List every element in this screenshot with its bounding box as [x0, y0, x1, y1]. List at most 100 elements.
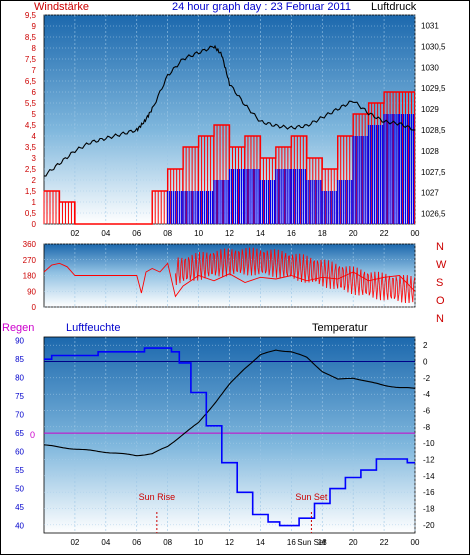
sun-rise-label: Sun Rise: [139, 492, 176, 502]
humidity-grid: [44, 337, 416, 533]
direction-spike: [251, 260, 253, 276]
direction-spike: [191, 254, 194, 263]
x-tick-label: 16: [287, 229, 296, 238]
x-tick-label: 14: [256, 229, 265, 238]
direction-spike: [249, 247, 251, 262]
direction-spike: [398, 275, 401, 295]
direction-spike: [287, 256, 289, 277]
direction-spike: [274, 249, 276, 263]
compass-label: O: [436, 295, 445, 307]
direction-spike: [354, 279, 357, 296]
x-tick-label: 22: [380, 538, 389, 547]
humidity-tick-label: 75: [15, 392, 24, 401]
pressure-tick-label: 1028,5: [421, 126, 446, 135]
direction-spike: [369, 272, 372, 293]
temperature-tick-label: -16: [423, 488, 435, 497]
wind-tick-label: 8,5: [25, 33, 37, 42]
direction-spike: [239, 269, 242, 273]
x-tick-label: 10: [194, 229, 203, 238]
direction-spike: [331, 261, 334, 280]
direction-spike: [367, 273, 369, 276]
direction-spike: [296, 262, 299, 281]
direction-spike: [372, 289, 375, 298]
direction-spike: [289, 255, 291, 277]
temperature-tick-label: -10: [423, 439, 435, 448]
direction-spike: [206, 252, 209, 272]
temperature-tick-label: -18: [423, 505, 435, 514]
direction-spike: [391, 278, 393, 299]
direction-spike: [406, 275, 409, 292]
wind-tick-label: 2,5: [25, 165, 37, 174]
direction-spike: [177, 257, 180, 276]
wind-tick-label: 4,5: [25, 121, 37, 130]
direction-spike: [317, 263, 320, 285]
pressure-title: Luftdruck: [371, 1, 417, 13]
humidity-tick-label: 45: [15, 503, 24, 512]
x-tick-label: 18: [318, 229, 327, 238]
regen-title: Regen: [2, 322, 34, 334]
direction-spike: [240, 249, 243, 270]
direction-spike: [393, 278, 395, 299]
wind-tick-label: 2: [32, 176, 37, 185]
direction-spike: [335, 263, 338, 284]
humidity-tick-label: 55: [15, 466, 24, 475]
direction-spike: [187, 257, 189, 278]
direction-spike: [360, 269, 363, 289]
direction-spike: [272, 265, 275, 277]
temperature-tick-label: -2: [423, 374, 431, 383]
direction-spike: [266, 250, 269, 256]
pressure-tick-label: 1031: [421, 21, 439, 30]
direction-spike: [339, 266, 341, 288]
direction-spike: [243, 266, 246, 275]
direction-spike: [358, 277, 361, 296]
direction-spike: [342, 269, 345, 290]
direction-spike: [385, 273, 388, 293]
compass-label: N: [436, 313, 444, 325]
humidity-tick-label: 90: [15, 337, 24, 346]
graph-title: 24 hour graph day : 23 Februar 2011: [172, 1, 351, 13]
direction-spike: [310, 257, 313, 278]
x-tick-label: 04: [101, 229, 110, 238]
direction-spike: [297, 270, 300, 281]
direction-spike: [258, 254, 261, 275]
direction-spike: [220, 249, 223, 261]
direction-spike: [301, 268, 303, 283]
direction-spike: [381, 272, 384, 290]
direction-spike: [328, 260, 330, 276]
direction-spike: [262, 252, 264, 273]
direction-spike: [292, 258, 295, 279]
direction-spike: [314, 260, 316, 282]
x-tick-label: 06: [132, 229, 141, 238]
direction-spike: [219, 249, 222, 268]
direction-spike: [208, 255, 211, 277]
wind-tick-label: 4: [32, 132, 37, 141]
x-tick-label: 18: [318, 538, 327, 547]
direction-spike: [308, 263, 311, 283]
x-tick-label: 20: [349, 538, 358, 547]
direction-spike: [185, 258, 187, 280]
direction-spike: [265, 250, 268, 271]
direction-spike: [264, 252, 266, 274]
temperature-tick-label: -4: [423, 390, 431, 399]
direction-spike: [276, 262, 278, 278]
compass-label: W: [436, 259, 447, 271]
direction-spike: [214, 255, 216, 276]
direction-spike: [175, 267, 178, 286]
temperature-tick-label: -8: [423, 423, 431, 432]
direction-tick-label: 90: [27, 287, 36, 296]
direction-spike: [399, 275, 402, 285]
direction-spike: [268, 268, 271, 276]
direction-spike: [267, 255, 270, 276]
direction-spike: [199, 252, 201, 268]
x-tick-label: 04: [101, 538, 110, 547]
wind-tick-label: 0,5: [25, 209, 37, 218]
temperature-tick-label: 0: [423, 358, 428, 367]
direction-spike: [217, 257, 220, 277]
direction-spike: [303, 254, 305, 271]
compass-label: S: [436, 277, 443, 289]
direction-tick-label: 0: [32, 303, 37, 312]
direction-spike: [260, 250, 263, 271]
direction-spike: [401, 291, 403, 303]
